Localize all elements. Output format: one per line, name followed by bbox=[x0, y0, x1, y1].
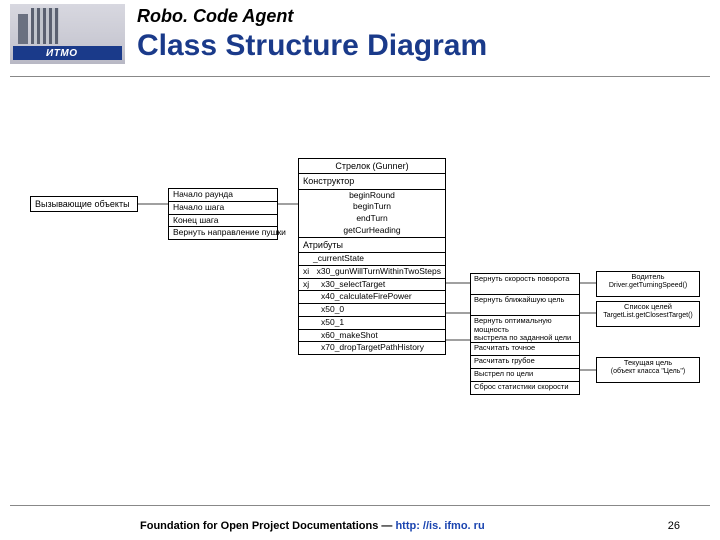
action-row: Выстрел по цели bbox=[470, 368, 580, 382]
slide-subtitle: Robo. Code Agent bbox=[137, 6, 710, 27]
attr-row: xjx30_selectTarget bbox=[299, 278, 445, 291]
method-name: beginTurn bbox=[299, 201, 445, 213]
logo: ИТМО bbox=[10, 4, 125, 64]
method-label: Начало шага bbox=[169, 201, 277, 214]
action-row: Вернуть оптимальную мощность выстрела по… bbox=[470, 315, 580, 343]
calling-objects-label: Вызывающие объекты bbox=[31, 197, 137, 211]
calling-objects-box: Вызывающие объекты bbox=[30, 196, 138, 212]
attributes-header: Атрибуты bbox=[299, 237, 445, 252]
class-diagram: Вызывающие объекты Начало раунда Начало … bbox=[30, 170, 700, 480]
attr-row: x50_0 bbox=[299, 303, 445, 316]
attr-row: x40_calculateFirePower bbox=[299, 290, 445, 303]
target-box: ВодительDriver.getTurningSpeed() bbox=[596, 271, 700, 297]
action-row: Расчитать грубое упреждение bbox=[470, 355, 580, 369]
action-row: Вернуть ближайшую цель bbox=[470, 294, 580, 316]
footer: Foundation for Open Project Documentatio… bbox=[0, 520, 720, 532]
footer-link[interactable]: http: //is. ifmo. ru bbox=[395, 520, 484, 532]
attr-row: x60_makeShot bbox=[299, 329, 445, 342]
method-name: getCurHeading bbox=[299, 225, 445, 237]
divider-top bbox=[10, 76, 710, 77]
method-name: endTurn bbox=[299, 213, 445, 225]
class-name: Стрелок (Gunner) bbox=[299, 159, 445, 173]
class-box: Стрелок (Gunner) Конструктор beginRound … bbox=[298, 158, 446, 355]
constructor-header: Конструктор bbox=[299, 173, 445, 188]
method-label: Вернуть направление пушки bbox=[169, 226, 277, 239]
attr-row: x70_dropTargetPathHistory bbox=[299, 341, 445, 354]
divider-bottom bbox=[10, 505, 710, 506]
target-box: Текущая цель(объект класса "Цель") bbox=[596, 357, 700, 383]
method-label: Конец шага bbox=[169, 214, 277, 227]
slide-title: Class Structure Diagram bbox=[137, 29, 710, 63]
method-label: Начало раунда bbox=[169, 189, 277, 201]
method-name: beginRound bbox=[299, 189, 445, 202]
logo-text: ИТМО bbox=[46, 48, 78, 59]
page-number: 26 bbox=[668, 520, 680, 532]
attr-row: xix30_gunWillTurnWithinTwoSteps bbox=[299, 265, 445, 278]
footer-text: Foundation for Open Project Documentatio… bbox=[140, 520, 395, 532]
attr-row: _currentState bbox=[299, 252, 445, 265]
target-box: Список целейTargetList.getClosestTarget(… bbox=[596, 301, 700, 327]
attr-row: x50_1 bbox=[299, 316, 445, 329]
method-labels-box: Начало раунда Начало шага Конец шага Вер… bbox=[168, 188, 278, 240]
action-row: Сброс статистики скорости bbox=[470, 381, 580, 395]
action-row: Вернуть скорость поворота bbox=[470, 273, 580, 295]
action-row: Расчитать точное упреждение bbox=[470, 342, 580, 356]
